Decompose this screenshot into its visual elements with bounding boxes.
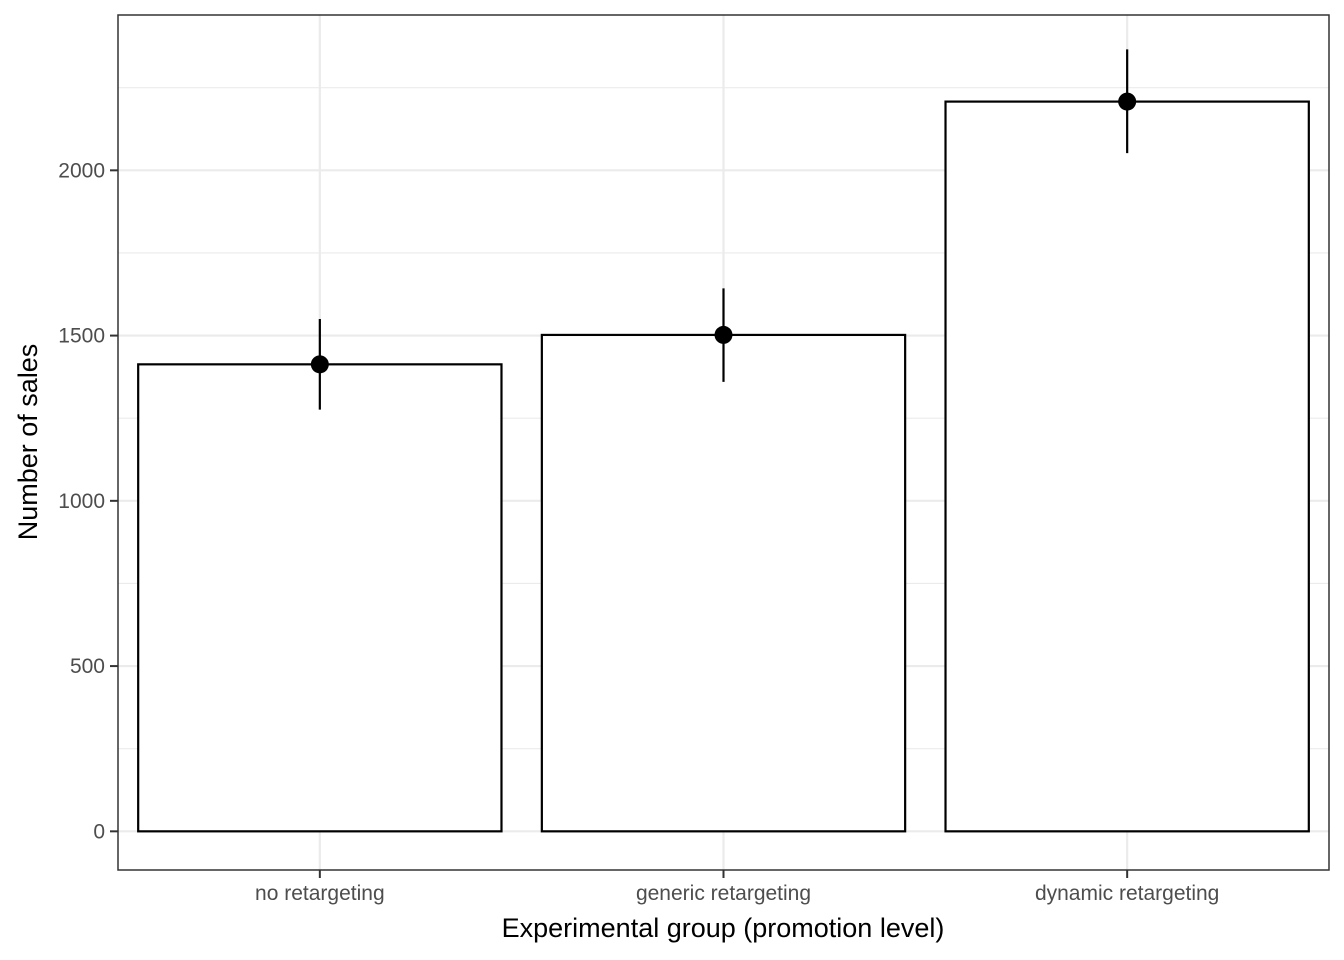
x-axis: no retargeting generic retargeting dynamic… bbox=[255, 870, 1219, 905]
y-axis-title: Number of sales bbox=[13, 344, 43, 541]
x-tick-label: generic retargeting bbox=[636, 882, 811, 905]
mean-points bbox=[310, 92, 1137, 374]
mean-point bbox=[310, 355, 329, 374]
x-tick-label: dynamic retargeting bbox=[1035, 882, 1219, 905]
x-tick-label: no retargeting bbox=[255, 882, 385, 905]
bar bbox=[944, 100, 1310, 833]
y-tick-label: 2000 bbox=[58, 159, 105, 182]
y-tick-label: 1000 bbox=[58, 490, 105, 513]
y-tick-label: 500 bbox=[70, 655, 105, 678]
y-axis: 0 500 1000 1500 2000 bbox=[58, 159, 118, 843]
bar bbox=[137, 363, 503, 833]
x-axis-title: Experimental group (promotion level) bbox=[502, 913, 945, 943]
mean-point bbox=[714, 325, 733, 344]
bar bbox=[540, 333, 907, 833]
mean-point bbox=[1118, 92, 1137, 111]
y-tick-label: 1500 bbox=[58, 325, 105, 348]
y-tick-label: 0 bbox=[93, 820, 105, 843]
bars bbox=[137, 100, 1310, 833]
